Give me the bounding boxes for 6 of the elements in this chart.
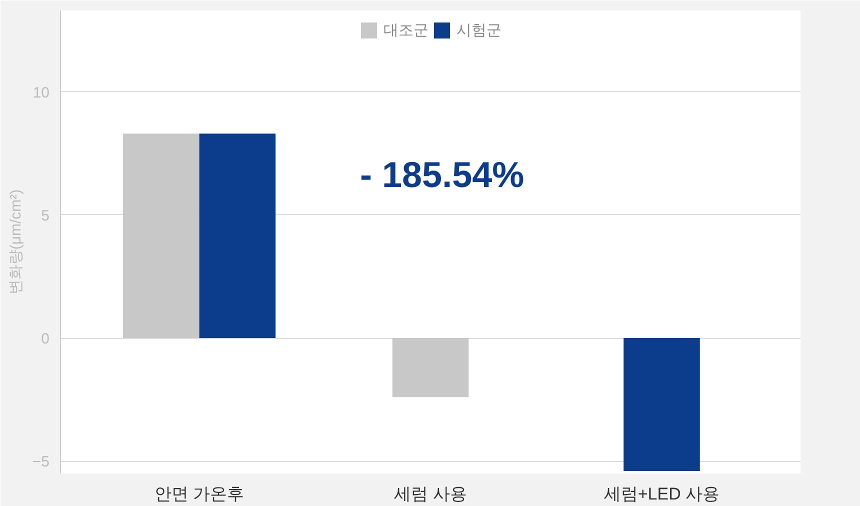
x-tick-label: 안면 가온후 <box>154 484 244 504</box>
legend-label: 시험군 <box>456 20 502 40</box>
x-tick-label: 세럼 사용 <box>394 484 467 504</box>
annotation: - 185.54% <box>360 154 524 196</box>
legend-label: 대조군 <box>384 20 428 40</box>
x-tick-label: 세럼+LED 사용 <box>604 484 720 504</box>
